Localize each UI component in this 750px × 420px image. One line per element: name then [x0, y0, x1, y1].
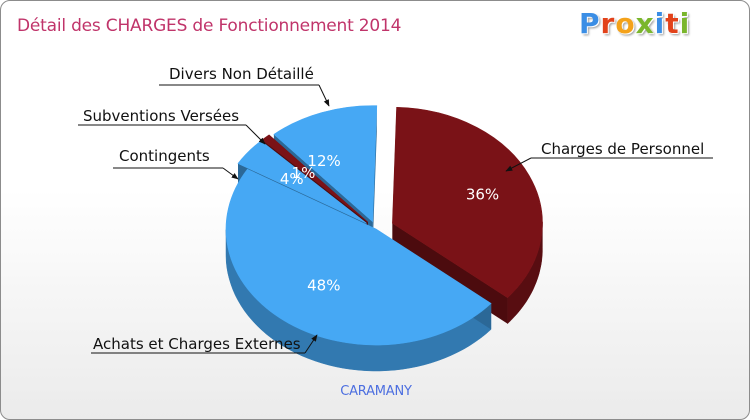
- callout-label: Divers Non Détaillé: [169, 65, 314, 83]
- callout: Achats et Charges Externes: [91, 334, 318, 354]
- callout-label: Contingents: [119, 147, 210, 165]
- slice-top: [273, 105, 378, 223]
- slice-percent-label: 4%: [280, 170, 304, 188]
- slice-top: [392, 106, 543, 299]
- callout: Contingents: [113, 147, 239, 180]
- slice-percent-label: 12%: [307, 152, 340, 170]
- callout: Divers Non Détaillé: [159, 65, 330, 107]
- logo-letter: t: [665, 7, 680, 40]
- city-label: CARAMANY: [340, 384, 412, 399]
- logo-letter: P: [579, 7, 601, 40]
- callout: Charges de Personnel: [505, 140, 713, 172]
- pie-slice: [225, 168, 492, 372]
- slice-percent-label: 36%: [466, 186, 499, 204]
- logo-letter: r: [600, 7, 616, 40]
- callout-arrow: [505, 157, 532, 172]
- slice-percent-label: 48%: [307, 277, 340, 295]
- callout-label: Achats et Charges Externes: [93, 335, 301, 353]
- callout-label: Charges de Personnel: [541, 140, 704, 158]
- proxiti-logo: Proxiti: [579, 7, 697, 47]
- callout-arrow: [304, 334, 318, 354]
- callout-arrow: [245, 124, 266, 145]
- slice-percent-label: 1%: [292, 164, 316, 182]
- callout-arrow: [318, 84, 330, 107]
- logo-letter: x: [635, 7, 655, 40]
- callout: Subventions Versées: [78, 107, 266, 145]
- callout-label: Subventions Versées: [83, 107, 239, 125]
- logo-letter: i: [679, 7, 691, 40]
- chart-title: Détail des CHARGES de Fonctionnement 201…: [17, 16, 402, 36]
- callout-arrow: [222, 167, 239, 180]
- slice-top: [225, 168, 492, 346]
- logo-letter: o: [615, 7, 636, 40]
- logo-letter: i: [654, 7, 666, 40]
